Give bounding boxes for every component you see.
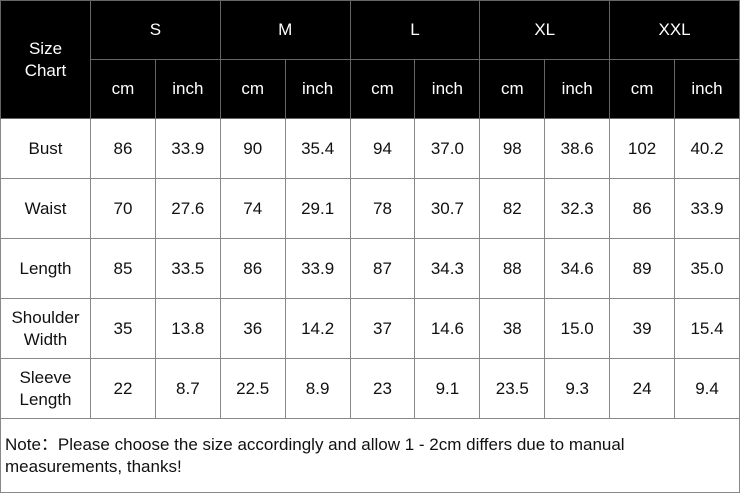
value-cell: 9.3: [544, 358, 611, 419]
value-cell: 23.5: [479, 358, 546, 419]
unit-header: cm: [219, 59, 286, 119]
value-cell: 74: [219, 178, 286, 239]
unit-header: inch: [544, 59, 611, 119]
value-cell: 37.0: [414, 118, 481, 179]
value-cell: 32.3: [544, 178, 611, 239]
value-cell: 102: [609, 118, 676, 179]
size-header: XXL: [609, 0, 740, 60]
value-cell: 34.6: [544, 238, 611, 299]
unit-header: inch: [284, 59, 351, 119]
value-cell: 27.6: [154, 178, 221, 239]
value-cell: 15.0: [544, 298, 611, 359]
value-cell: 86: [609, 178, 676, 239]
corner-header: Size Chart: [0, 0, 91, 119]
value-cell: 33.9: [674, 178, 740, 239]
value-cell: 33.9: [284, 238, 351, 299]
value-cell: 88: [479, 238, 546, 299]
unit-header: cm: [609, 59, 676, 119]
value-cell: 89: [609, 238, 676, 299]
value-cell: 86: [90, 118, 156, 179]
unit-header: inch: [414, 59, 481, 119]
value-cell: 38: [479, 298, 546, 359]
value-cell: 98: [479, 118, 546, 179]
row-label: Sleeve Length: [0, 358, 91, 419]
value-cell: 9.1: [414, 358, 481, 419]
value-cell: 24: [609, 358, 676, 419]
value-cell: 14.6: [414, 298, 481, 359]
value-cell: 87: [349, 238, 416, 299]
row-label: Bust: [0, 118, 91, 179]
value-cell: 30.7: [414, 178, 481, 239]
value-cell: 9.4: [674, 358, 740, 419]
table-row: Sleeve Length 22 8.7 22.5 8.9 23 9.1 23.5 9.3 24 9…: [0, 358, 740, 419]
row-label: Shoulder Width: [0, 298, 91, 359]
value-cell: 13.8: [154, 298, 221, 359]
value-cell: 22: [90, 358, 156, 419]
size-header: S: [90, 0, 221, 60]
value-cell: 90: [219, 118, 286, 179]
value-cell: 33.9: [154, 118, 221, 179]
value-cell: 8.7: [154, 358, 221, 419]
value-cell: 40.2: [674, 118, 740, 179]
row-label: Waist: [0, 178, 91, 239]
size-header: M: [219, 0, 351, 60]
value-cell: 94: [349, 118, 416, 179]
row-label: Length: [0, 238, 91, 299]
value-cell: 23: [349, 358, 416, 419]
value-cell: 15.4: [674, 298, 740, 359]
value-cell: 38.6: [544, 118, 611, 179]
table-row: Bust 86 33.9 90 35.4 94 37.0 98 38.6 102 40.2: [0, 118, 740, 179]
value-cell: 85: [90, 238, 156, 299]
unit-header: inch: [674, 59, 740, 119]
value-cell: 33.5: [154, 238, 221, 299]
value-cell: 8.9: [284, 358, 351, 419]
value-cell: 29.1: [284, 178, 351, 239]
value-cell: 78: [349, 178, 416, 239]
table-row: Waist 70 27.6 74 29.1 78 30.7 82 32.3 86 33.9: [0, 178, 740, 239]
value-cell: 86: [219, 238, 286, 299]
value-cell: 70: [90, 178, 156, 239]
value-cell: 35: [90, 298, 156, 359]
table-row: Length 85 33.5 86 33.9 87 34.3 88 34.6 89 35.0: [0, 238, 740, 299]
value-cell: 37: [349, 298, 416, 359]
value-cell: 82: [479, 178, 546, 239]
unit-header: cm: [90, 59, 156, 119]
value-cell: 14.2: [284, 298, 351, 359]
table-row: Note：Please choose the size accordingly …: [0, 418, 740, 493]
note: Note：Please choose the size accordingly …: [0, 418, 740, 493]
unit-header: cm: [479, 59, 546, 119]
size-header: L: [349, 0, 481, 60]
size-header: XL: [479, 0, 611, 60]
unit-header: cm: [349, 59, 416, 119]
value-cell: 35.0: [674, 238, 740, 299]
value-cell: 39: [609, 298, 676, 359]
value-cell: 22.5: [219, 358, 286, 419]
table-row: Shoulder Width 35 13.8 36 14.2 37 14.6 38 15.0 39…: [0, 298, 740, 359]
unit-header: inch: [154, 59, 221, 119]
value-cell: 35.4: [284, 118, 351, 179]
table-row: cm inch cm inch cm inch cm inch cm inch: [1, 59, 740, 119]
value-cell: 34.3: [414, 238, 481, 299]
value-cell: 36: [219, 298, 286, 359]
table-row: Size Chart S M L XL XXL: [0, 0, 740, 119]
